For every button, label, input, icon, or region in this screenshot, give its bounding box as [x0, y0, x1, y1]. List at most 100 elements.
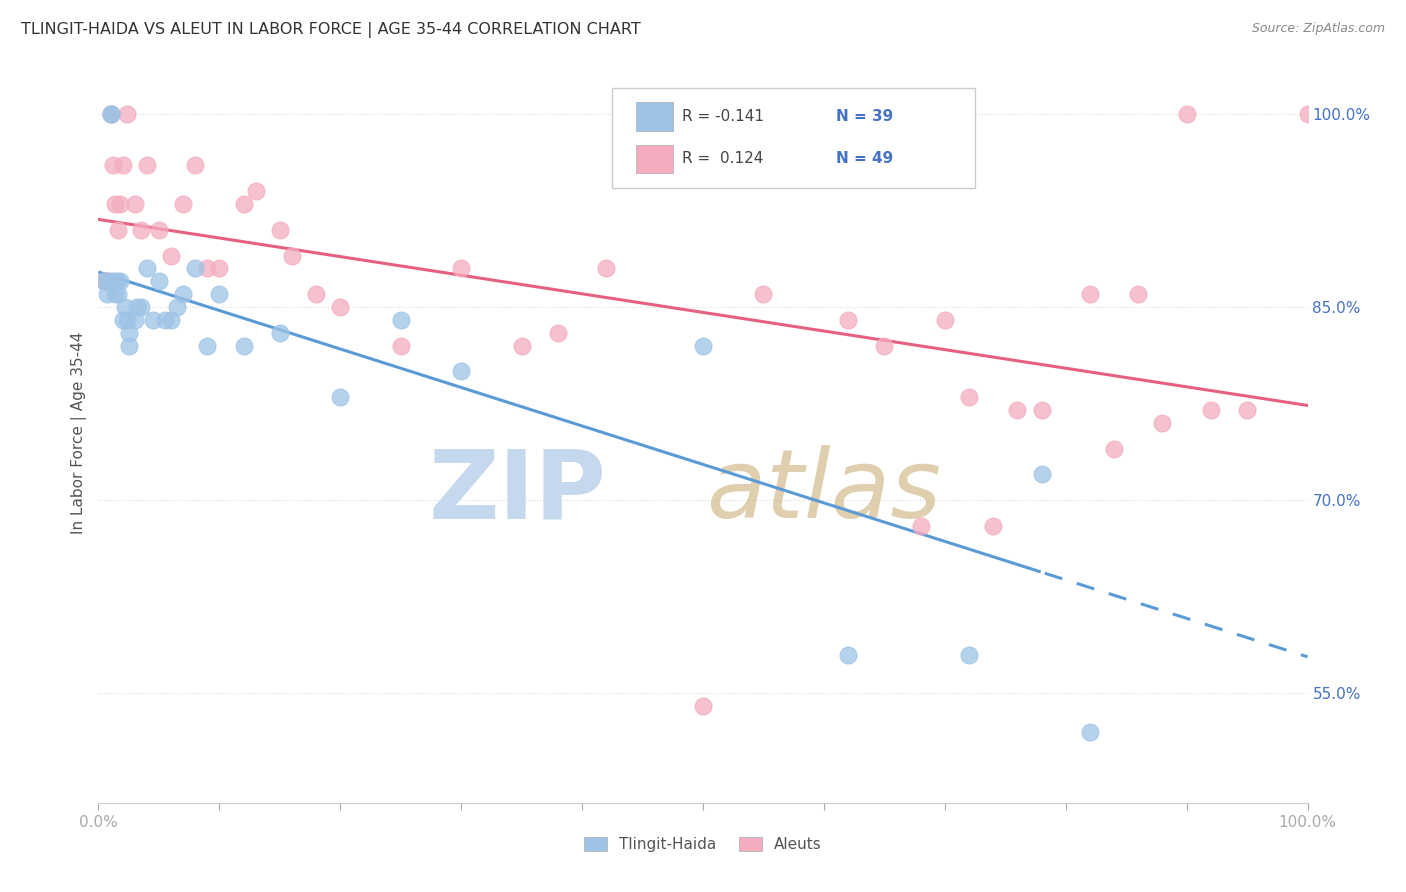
Point — [389, 313, 412, 327]
Point — [111, 313, 134, 327]
Point — [934, 313, 956, 327]
Point — [957, 390, 980, 404]
Point — [510, 339, 533, 353]
Point — [195, 339, 218, 353]
Point — [1152, 416, 1174, 430]
Point — [97, 274, 120, 288]
Point — [981, 519, 1004, 533]
Text: R = -0.141: R = -0.141 — [682, 109, 765, 124]
Point — [1175, 107, 1198, 121]
Text: ZIP: ZIP — [429, 445, 606, 539]
Text: atlas: atlas — [706, 445, 942, 539]
Point — [329, 390, 352, 404]
Point — [269, 223, 291, 237]
Point — [389, 339, 412, 353]
Point — [450, 364, 472, 378]
Point — [910, 519, 932, 533]
Point — [100, 107, 122, 121]
Y-axis label: In Labor Force | Age 35-44: In Labor Force | Age 35-44 — [72, 332, 87, 533]
Point — [160, 313, 183, 327]
Text: N = 39: N = 39 — [837, 109, 893, 124]
Point — [118, 326, 141, 340]
Text: Source: ZipAtlas.com: Source: ZipAtlas.com — [1251, 22, 1385, 36]
Point — [208, 287, 231, 301]
Point — [101, 274, 124, 288]
Point — [124, 313, 146, 327]
Point — [172, 197, 194, 211]
Point — [595, 261, 617, 276]
Point — [184, 261, 207, 276]
Point — [148, 274, 170, 288]
Point — [1199, 403, 1222, 417]
Point — [547, 326, 569, 340]
Point — [100, 107, 122, 121]
Point — [108, 197, 131, 211]
Point — [100, 107, 122, 121]
Point — [160, 249, 183, 263]
Text: TLINGIT-HAIDA VS ALEUT IN LABOR FORCE | AGE 35-44 CORRELATION CHART: TLINGIT-HAIDA VS ALEUT IN LABOR FORCE | … — [21, 22, 641, 38]
Point — [148, 223, 170, 237]
Point — [96, 287, 118, 301]
Point — [100, 107, 122, 121]
Point — [1128, 287, 1150, 301]
Point — [692, 699, 714, 714]
Point — [96, 274, 118, 288]
Point — [329, 300, 352, 314]
Point — [172, 287, 194, 301]
Point — [104, 287, 127, 301]
Point — [127, 300, 149, 314]
Point — [752, 287, 775, 301]
Point — [195, 261, 218, 276]
Point — [716, 171, 738, 186]
Point — [97, 274, 120, 288]
Point — [135, 158, 157, 172]
Point — [135, 261, 157, 276]
Point — [114, 300, 136, 314]
Point — [129, 300, 152, 314]
Point — [1007, 403, 1029, 417]
Point — [692, 339, 714, 353]
Point — [108, 274, 131, 288]
Point — [1078, 725, 1101, 739]
FancyBboxPatch shape — [637, 145, 672, 173]
Point — [269, 326, 291, 340]
Point — [245, 184, 267, 198]
Point — [105, 274, 128, 288]
Point — [166, 300, 188, 314]
Point — [142, 313, 165, 327]
Point — [184, 158, 207, 172]
Point — [93, 274, 115, 288]
Point — [957, 648, 980, 662]
Point — [1102, 442, 1125, 456]
Point — [305, 287, 328, 301]
Point — [118, 339, 141, 353]
Point — [1236, 403, 1258, 417]
Point — [107, 223, 129, 237]
Point — [117, 107, 139, 121]
Point — [837, 313, 859, 327]
Point — [153, 313, 176, 327]
Point — [124, 197, 146, 211]
Point — [837, 648, 859, 662]
Point — [232, 339, 254, 353]
Point — [1031, 467, 1053, 482]
Point — [281, 249, 304, 263]
Point — [111, 158, 134, 172]
Legend: Tlingit-Haida, Aleuts: Tlingit-Haida, Aleuts — [578, 830, 828, 858]
Point — [450, 261, 472, 276]
Text: N = 49: N = 49 — [837, 151, 893, 166]
FancyBboxPatch shape — [613, 88, 976, 188]
Point — [93, 274, 115, 288]
Point — [117, 313, 139, 327]
Point — [1296, 107, 1319, 121]
Point — [1031, 403, 1053, 417]
Point — [873, 339, 896, 353]
Point — [208, 261, 231, 276]
Point — [1078, 287, 1101, 301]
Point — [104, 197, 127, 211]
Text: R =  0.124: R = 0.124 — [682, 151, 763, 166]
Point — [101, 158, 124, 172]
FancyBboxPatch shape — [637, 103, 672, 130]
Point — [232, 197, 254, 211]
Point — [129, 223, 152, 237]
